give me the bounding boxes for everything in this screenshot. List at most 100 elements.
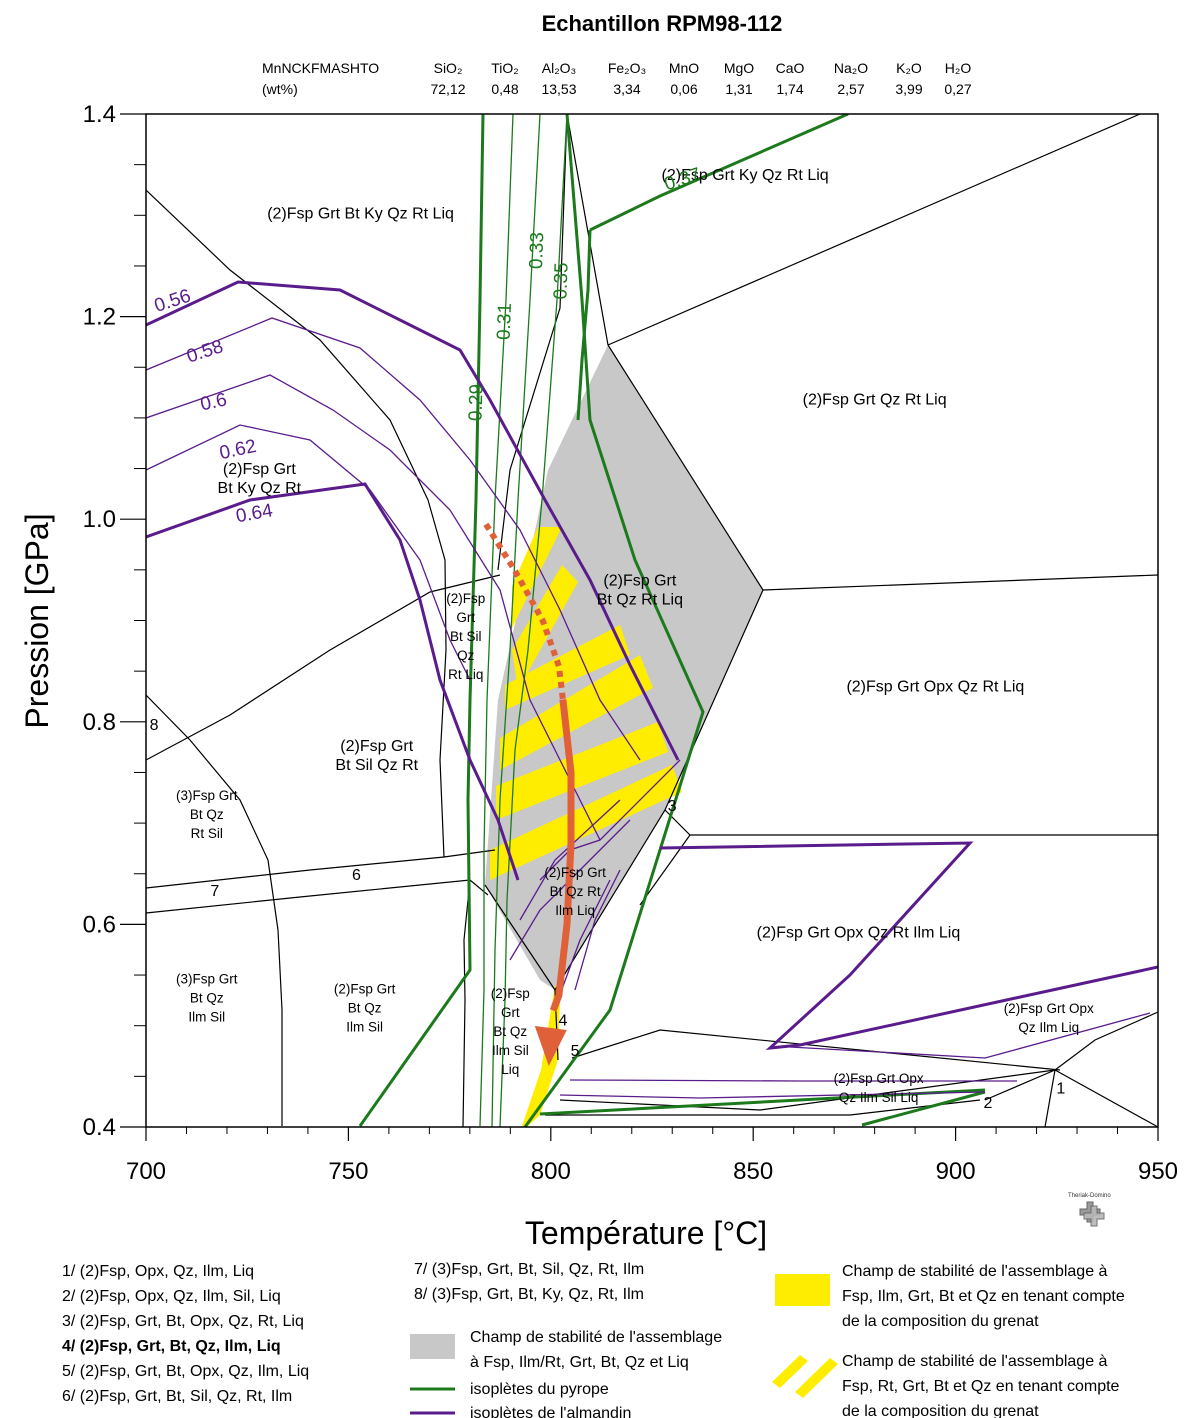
legend-numbered-item: 4/ (2)Fsp, Grt, Bt, Qz, Ilm, Liq bbox=[62, 1338, 281, 1355]
legend-numbered-item: 1/ (2)Fsp, Opx, Qz, Ilm, Liq bbox=[62, 1263, 254, 1280]
legend-numbered-item: 5/ (2)Fsp, Grt, Bt, Opx, Qz, Ilm, Liq bbox=[62, 1363, 309, 1380]
composition-unit: (wt%) bbox=[262, 81, 298, 97]
axis-ticks: 700 750 800 850 900 950 0.4 0.6 0.8 1.0 1.2 1.4 bbox=[83, 101, 1178, 1185]
legend-pyrope-label: isoplètes du pyrope bbox=[470, 1381, 609, 1398]
oxide-name: SiO₂ bbox=[434, 60, 463, 76]
field-number: 4 bbox=[558, 1013, 567, 1030]
oxide-name: CaO bbox=[776, 60, 805, 76]
pt-path-arrowhead bbox=[534, 1025, 567, 1066]
isopleth-label: 0.33 bbox=[526, 232, 548, 270]
small-field-label: (2)Fsp Grt Bt Qz Rt Ilm Liq bbox=[544, 865, 606, 918]
oxide-value: 13,53 bbox=[541, 81, 576, 97]
oxide-name: Na₂O bbox=[834, 60, 868, 76]
plot-area bbox=[146, 114, 1158, 1127]
field-number: 7 bbox=[210, 883, 219, 900]
phase-boundaries bbox=[146, 114, 1158, 1127]
legend-stripe-line2: Fsp, Rt, Grt, Bt et Qz en tenant compte bbox=[842, 1378, 1120, 1395]
field-number: 1 bbox=[1056, 1081, 1065, 1098]
isopleth-label: 0.29 bbox=[465, 384, 487, 422]
legend-stripe-line3: de la composition du grenat bbox=[842, 1403, 1039, 1418]
field-number: 5 bbox=[571, 1043, 580, 1060]
oxide-value: 0,27 bbox=[944, 81, 971, 97]
field-label: (2)Fsp Grt Ky Qz Rt Liq bbox=[662, 167, 829, 184]
oxide-value: 3,34 bbox=[613, 81, 640, 97]
field-label: (2)Fsp Grt Opx Qz Rt Ilm Liq bbox=[757, 925, 961, 942]
legend-gray-swatch bbox=[410, 1334, 455, 1359]
y-tick-label: 1.4 bbox=[83, 101, 116, 128]
oxide-name: Fe₂O₃ bbox=[608, 60, 646, 76]
oxide-value: 72,12 bbox=[430, 81, 465, 97]
small-field-label: (2)Fsp Grt Bt Sil Qz Rt bbox=[335, 738, 418, 774]
oxide-name: MnO bbox=[669, 60, 699, 76]
isopleth-label: 0.6 bbox=[199, 389, 229, 415]
pt-path-dotted bbox=[483, 522, 566, 700]
y-tick-label: 0.6 bbox=[83, 911, 116, 938]
x-tick-label: 750 bbox=[328, 1158, 368, 1185]
field-label: (2)Fsp Grt Bt Ky Qz Rt Liq bbox=[267, 205, 454, 222]
legend-numbered-item: 7/ (3)Fsp, Grt, Bt, Sil, Qz, Rt, Ilm bbox=[414, 1261, 644, 1278]
oxide-value: 1,31 bbox=[725, 81, 752, 97]
oxide-name: TiO₂ bbox=[491, 60, 518, 76]
x-tick-label: 800 bbox=[531, 1158, 571, 1185]
legend-yellow-line2: Fsp, Ilm, Grt, Bt et Qz en tenant compte bbox=[842, 1288, 1125, 1305]
x-tick-label: 850 bbox=[733, 1158, 773, 1185]
small-field-label: (2)Fsp Grt Opx Qz Ilm Liq bbox=[1004, 1001, 1094, 1035]
x-tick-label: 700 bbox=[126, 1158, 166, 1185]
legend-numbered-item: 6/ (2)Fsp, Grt, Bt, Sil, Qz, Rt, Ilm bbox=[62, 1388, 292, 1405]
small-field-label: (2)Fsp Grt Bt Qz Ilm Sil bbox=[334, 982, 396, 1035]
small-field-label: (2)Fsp Grt Opx Qz Ilm Sil Liq bbox=[834, 1071, 924, 1105]
oxide-value: 2,57 bbox=[837, 81, 864, 97]
field-label: (2)Fsp Grt Opx Qz Rt Liq bbox=[846, 678, 1024, 695]
field-number: 6 bbox=[352, 867, 361, 884]
small-field-label: (2)Fsp Grt Bt Qz Ilm Sil Liq bbox=[491, 986, 530, 1077]
logo-text: Theriak-Domino bbox=[1068, 1193, 1111, 1199]
oxide-value: 0,48 bbox=[491, 81, 518, 97]
legend-numbered-item: 8/ (3)Fsp, Grt, Bt, Ky, Qz, Rt, Ilm bbox=[414, 1286, 644, 1303]
theriak-domino-logo: Theriak-Domino bbox=[1068, 1193, 1111, 1227]
y-tick-label: 0.8 bbox=[83, 709, 116, 736]
isopleth-label: 0.31 bbox=[494, 303, 516, 341]
field-label: (2)Fsp Grt Qz Rt Liq bbox=[803, 392, 947, 409]
oxide-name: H₂O bbox=[945, 60, 972, 76]
oxide-value: 0,06 bbox=[670, 81, 697, 97]
legend-stripe-line1: Champ de stabilité de l'assemblage à bbox=[842, 1353, 1108, 1370]
pt-path-solid bbox=[549, 699, 575, 1012]
pt-path bbox=[483, 522, 575, 1066]
field-labels: (2)Fsp Grt Bt Ky Qz Rt Liq (2)Fsp Grt Ky … bbox=[150, 167, 1094, 1112]
legend-gray-line2: à Fsp, Ilm/Rt, Grt, Bt, Qz et Liq bbox=[470, 1354, 689, 1371]
x-axis-label: Température [°C] bbox=[525, 1215, 767, 1251]
small-field-label: (3)Fsp Grt Bt Qz Ilm Sil bbox=[176, 971, 238, 1024]
legend-stripe-swatch bbox=[772, 1355, 838, 1398]
composition-table: MnNCKFMASHTO (wt%) SiO₂ 72,12 TiO₂ 0,48 Al₂O₃ 1… bbox=[262, 60, 972, 97]
legend-numbered-item: 2/ (2)Fsp, Opx, Qz, Ilm, Sil, Liq bbox=[62, 1288, 281, 1305]
x-tick-label: 900 bbox=[936, 1158, 976, 1185]
y-tick-label: 0.4 bbox=[83, 1114, 116, 1141]
almandin-isopleths bbox=[146, 280, 1158, 1099]
legend-almandin-label: isoplètes de l'almandin bbox=[470, 1405, 631, 1418]
field-number: 2 bbox=[984, 1095, 993, 1112]
small-field-label: (3)Fsp Grt Bt Qz Rt Sil bbox=[176, 788, 238, 841]
legend-yellow-line3: de la composition du grenat bbox=[842, 1313, 1039, 1330]
x-tick-label: 950 bbox=[1138, 1158, 1178, 1185]
isopleth-label: 0.56 bbox=[152, 286, 194, 317]
y-tick-label: 1.2 bbox=[83, 304, 116, 331]
isopleth-label: 0.58 bbox=[184, 336, 226, 367]
field-number: 3 bbox=[668, 798, 677, 815]
yellow-field-bottom bbox=[522, 985, 560, 1126]
oxide-value: 1,74 bbox=[776, 81, 803, 97]
oxide-name: Al₂O₃ bbox=[542, 60, 576, 76]
legend-gray-line1: Champ de stabilité de l'assemblage bbox=[470, 1329, 722, 1346]
y-axis-label: Pression [GPa] bbox=[19, 513, 55, 728]
oxide-name: MgO bbox=[724, 60, 754, 76]
small-field-label: (2)Fsp Grt Bt Ky Qz Rt bbox=[218, 461, 302, 497]
small-field-label: (2)Fsp Grt Bt Sil Qz Rt Liq bbox=[446, 591, 485, 682]
yellow-stripe-fields bbox=[490, 527, 682, 880]
legend-numbered-item: 3/ (2)Fsp, Grt, Bt, Opx, Qz, Rt, Liq bbox=[62, 1313, 304, 1330]
field-number: 8 bbox=[150, 717, 159, 734]
oxide-value: 3,99 bbox=[895, 81, 922, 97]
legend: 1/ (2)Fsp, Opx, Qz, Ilm, Liq 2/ (2)Fsp, O… bbox=[62, 1261, 1125, 1418]
small-field-label: (2)Fsp Grt Bt Qz Rt Liq bbox=[597, 573, 683, 609]
legend-yellow-line1: Champ de stabilité de l'assemblage à bbox=[842, 1263, 1108, 1280]
oxide-name: K₂O bbox=[896, 60, 922, 76]
isopleth-label: 0.35 bbox=[550, 262, 572, 300]
